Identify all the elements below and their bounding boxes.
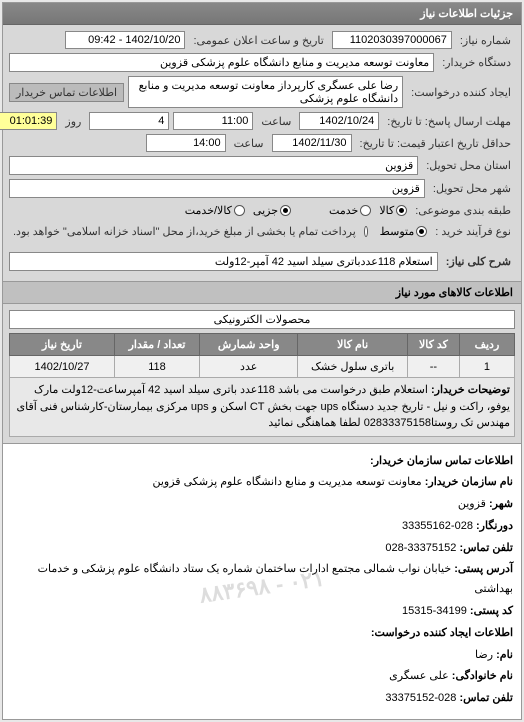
packaging-label: طبقه بندی موضوعی: [411, 202, 515, 219]
deadline-time-label: ساعت [257, 113, 295, 130]
pt-medium-radio[interactable] [416, 226, 427, 237]
province-value: قزوین [458, 498, 486, 510]
valid-time-field: 14:00 [146, 134, 226, 152]
contact-section: اطلاعات تماس سازمان خریدار: نام سازمان خ… [3, 443, 521, 720]
contact-section-title: اطلاعات تماس سازمان خریدار: [370, 455, 513, 467]
header-form: شماره نیاز: 1102030397000067 تاریخ و ساع… [3, 25, 521, 281]
delivery-city-label: شهر محل تحویل: [429, 180, 515, 197]
creator-section-title: اطلاعات ایجاد کننده درخواست: [371, 627, 513, 639]
details-panel: جزئیات اطلاعات نیاز شماره نیاز: 11020303… [2, 2, 522, 720]
col-unit: واحد شمارش [200, 334, 298, 356]
cell-unit: عدد [200, 356, 298, 378]
table-row: 1 -- باتری سلول خشک عدد 118 1402/10/27 [10, 356, 515, 378]
col-qty: تعداد / مقدار [115, 334, 200, 356]
buyer-org-label: دستگاه خریدار: [438, 54, 515, 71]
tel-label: تلفن تماس: [459, 542, 513, 554]
province-label: شهر: [489, 498, 513, 510]
deadline-label: مهلت ارسال پاسخ: تا تاریخ: [383, 113, 515, 130]
announce-date-field: 1402/10/20 - 09:42 [65, 31, 185, 49]
table-header-row: ردیف کد کالا نام کالا واحد شمارش تعداد /… [10, 334, 515, 356]
org-name-label: نام سازمان خریدار: [425, 476, 513, 488]
address-value: خیابان نواب شمالی مجتمع ادارات ساختمان ش… [38, 563, 513, 595]
org-name-value: معاونت توسعه مدیریت و منابع دانشگاه علوم… [152, 476, 421, 488]
pkg-partial-label: جزیی [253, 204, 278, 217]
cell-date: 1402/10/27 [10, 356, 115, 378]
pkg-goods-radio[interactable] [396, 205, 407, 216]
cell-code: -- [408, 356, 460, 378]
pkg-service-radio[interactable] [360, 205, 371, 216]
packaging-radio-group: کالا خدمت [329, 204, 407, 217]
buyer-org-field: معاونت توسعه مدیریت و منابع دانشگاه علوم… [9, 53, 434, 72]
goods-table: ردیف کد کالا نام کالا واحد شمارش تعداد /… [9, 333, 515, 437]
goods-section-title: اطلاعات کالاهای مورد نیاز [3, 281, 521, 304]
delivery-province-field: قزوین [9, 156, 418, 175]
purchase-note: پرداخت تمام یا بخشی از مبلغ خرید،از محل … [9, 223, 360, 240]
fax-label: دورنگار: [476, 520, 513, 532]
creator-tel-label: تلفن تماس: [459, 692, 513, 704]
valid-time-label: ساعت [230, 135, 268, 152]
notes-row: توضیحات خریدار: استعلام طبق درخواست می ب… [10, 378, 515, 437]
postal-value: 34199-15315 [402, 605, 467, 617]
purchase-type-label: نوع فرآیند خرید : [431, 223, 515, 240]
cell-row: 1 [459, 356, 514, 378]
creator-family-value: علی عسگری [389, 670, 449, 682]
pkg-partial-radio[interactable] [280, 205, 291, 216]
col-date: تاریخ نیاز [10, 334, 115, 356]
col-row: ردیف [459, 334, 514, 356]
panel-title: جزئیات اطلاعات نیاز [3, 3, 521, 25]
remaining-field: 01:01:39 [0, 112, 57, 130]
fax-value: 028-33355162 [402, 520, 473, 532]
request-no-label: شماره نیاز: [456, 32, 515, 49]
cell-name: باتری سلول خشک [298, 356, 408, 378]
notes-label: توضیحات خریدار: [431, 384, 510, 396]
valid-date-field: 1402/11/30 [272, 134, 352, 152]
tel-value: 33375152-028 [385, 542, 456, 554]
requester-field: رضا علی عسگری کارپرداز معاونت توسعه مدیر… [128, 76, 403, 108]
islamic-treasury-radio[interactable] [364, 226, 368, 237]
creator-tel-value: 028-33375152 [385, 692, 456, 704]
creator-name-label: نام: [496, 649, 513, 661]
delivery-city-field: قزوین [9, 179, 425, 198]
pkg-goods-label: کالا [379, 204, 394, 217]
request-no-field: 1102030397000067 [332, 31, 452, 49]
announce-date-label: تاریخ و ساعت اعلان عمومی: [189, 32, 327, 49]
postal-label: کد پستی: [470, 605, 513, 617]
creator-family-label: نام خانوادگی: [452, 670, 513, 682]
min-valid-label: حداقل تاریخ اعتبار قیمت: تا تاریخ: [356, 135, 515, 152]
partial-radio-group: جزیی کالا/خدمت [185, 204, 291, 217]
cell-qty: 118 [115, 356, 200, 378]
address-label: آدرس پستی: [454, 563, 513, 575]
category-field: محصولات الکترونیکی [9, 310, 515, 329]
col-name: نام کالا [298, 334, 408, 356]
requester-label: ایجاد کننده درخواست: [407, 84, 515, 101]
col-code: کد کالا [408, 334, 460, 356]
pkg-service-label: خدمت [329, 204, 358, 217]
pt-medium-label: متوسط [380, 225, 415, 238]
subject-label: شرح کلی نیاز: [442, 253, 515, 270]
creator-name-value: رضا [475, 649, 493, 661]
days-field: 4 [89, 112, 169, 130]
days-label: روز [61, 113, 85, 130]
deadline-date-field: 1402/10/24 [299, 112, 379, 130]
deadline-time-field: 11:00 [173, 112, 253, 130]
purchase-type-group: متوسط [380, 225, 428, 238]
pkg-whole-label: کالا/خدمت [185, 204, 232, 217]
subject-field: استعلام 118عددباتری سیلد اسید 42 آمپر-12… [9, 252, 438, 271]
delivery-province-label: استان محل تحویل: [422, 157, 515, 174]
pkg-whole-radio[interactable] [234, 205, 245, 216]
buyer-contact-button[interactable]: اطلاعات تماس خریدار [9, 83, 124, 102]
